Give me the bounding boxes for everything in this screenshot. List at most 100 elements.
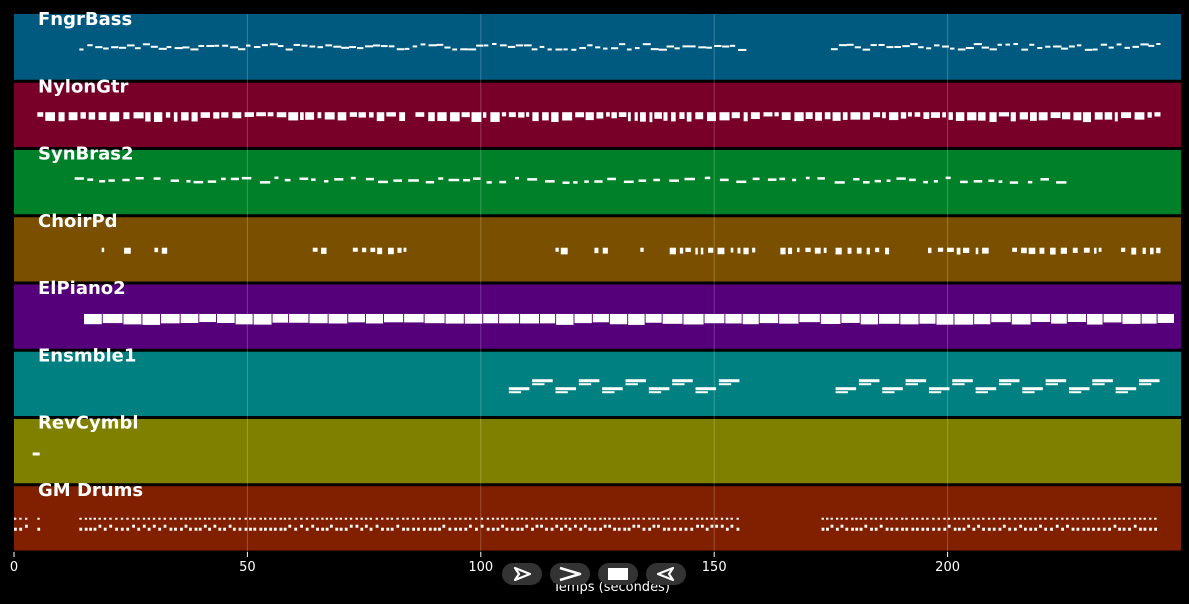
note	[142, 43, 150, 46]
note	[311, 524, 315, 528]
play-button[interactable]	[502, 563, 542, 585]
note	[102, 313, 123, 324]
note	[396, 48, 405, 51]
note	[115, 517, 118, 520]
note	[710, 524, 714, 528]
forward-button[interactable]	[550, 563, 590, 585]
note	[24, 524, 28, 528]
note	[293, 43, 300, 46]
note	[87, 44, 93, 47]
note	[491, 527, 495, 531]
note	[203, 517, 207, 520]
note	[575, 112, 585, 118]
note	[617, 527, 621, 531]
note	[79, 48, 84, 51]
note	[406, 517, 409, 520]
note	[942, 112, 946, 118]
note	[725, 313, 742, 324]
note	[372, 44, 381, 47]
note	[1076, 517, 1079, 520]
note	[174, 47, 183, 50]
note	[161, 247, 168, 254]
note	[384, 313, 404, 323]
note	[1056, 181, 1067, 184]
note	[364, 517, 368, 520]
x-tick-label: 200	[935, 560, 960, 575]
note	[527, 178, 538, 181]
note	[926, 47, 932, 50]
note	[949, 47, 955, 50]
note	[805, 112, 813, 119]
note	[1027, 180, 1033, 184]
note	[1066, 517, 1069, 520]
note	[264, 517, 267, 520]
note	[583, 524, 587, 528]
note	[1148, 44, 1155, 47]
note	[599, 527, 602, 531]
note	[137, 517, 140, 520]
note	[180, 527, 183, 531]
note	[540, 517, 543, 520]
note	[878, 43, 885, 46]
note	[545, 517, 548, 520]
note	[673, 517, 676, 520]
note	[150, 45, 158, 48]
note	[526, 112, 530, 117]
note	[1019, 524, 1023, 528]
note	[834, 181, 845, 184]
note	[1104, 112, 1113, 120]
note	[1103, 313, 1122, 323]
note	[169, 527, 173, 531]
note	[365, 177, 375, 181]
note	[623, 180, 634, 184]
note	[595, 46, 601, 49]
note	[862, 181, 870, 184]
note	[501, 112, 507, 117]
note	[244, 112, 254, 117]
x-tick-label: 0	[10, 560, 18, 575]
note	[452, 48, 458, 51]
stop-button[interactable]	[598, 563, 638, 585]
note	[705, 517, 709, 520]
note	[864, 517, 867, 520]
note	[352, 247, 358, 252]
note	[1108, 527, 1111, 531]
note	[719, 178, 729, 182]
note	[420, 43, 426, 46]
note	[273, 527, 277, 531]
note	[652, 524, 656, 528]
note	[516, 517, 519, 520]
note	[948, 112, 953, 120]
note	[704, 313, 725, 324]
note	[325, 527, 329, 531]
note	[704, 176, 711, 180]
note	[874, 179, 881, 183]
note	[603, 517, 607, 520]
note	[1116, 43, 1122, 46]
note	[1029, 43, 1035, 46]
note	[305, 517, 309, 520]
note	[870, 527, 873, 531]
note	[654, 112, 662, 119]
note	[602, 387, 623, 391]
note	[19, 527, 23, 531]
note	[186, 180, 191, 183]
back-button[interactable]	[646, 563, 686, 585]
note	[300, 517, 303, 520]
note	[826, 517, 829, 520]
note	[459, 517, 462, 520]
note	[437, 112, 447, 121]
note	[370, 247, 376, 253]
note	[438, 177, 444, 180]
note	[396, 517, 399, 520]
note	[80, 112, 86, 119]
note	[1071, 527, 1075, 531]
note	[1050, 527, 1053, 531]
note	[957, 527, 961, 531]
note	[335, 527, 339, 531]
note	[375, 524, 379, 528]
note	[799, 313, 820, 323]
note	[885, 517, 889, 520]
note	[380, 45, 388, 48]
note	[611, 47, 619, 50]
